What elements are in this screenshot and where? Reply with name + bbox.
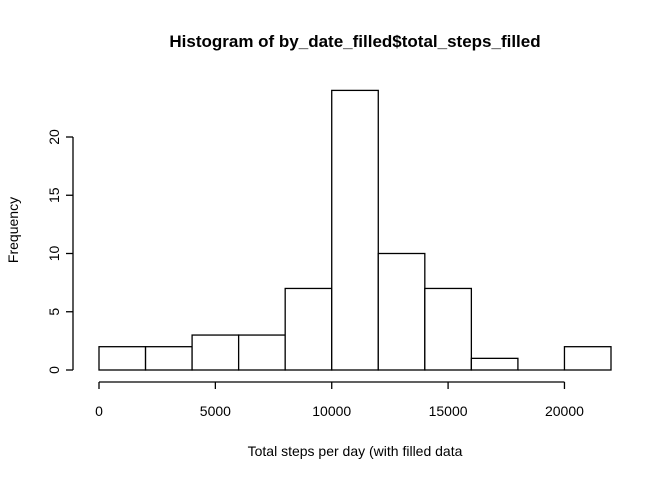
histogram-bar-3 — [237, 334, 286, 371]
x-axis-label: Total steps per day (with filled data — [248, 443, 463, 459]
histogram-bar-5 — [331, 89, 379, 371]
y-tick-label: 20 — [46, 129, 62, 145]
x-axis: 0 5000 10000 15000 20000 — [95, 381, 584, 419]
x-tick-label: 5000 — [200, 403, 231, 419]
histogram-bar-2 — [191, 334, 240, 371]
x-tick-label: 0 — [95, 403, 103, 419]
histogram-bar-8 — [470, 357, 519, 371]
x-tick-label: 20000 — [545, 403, 584, 419]
y-tick-label: 0 — [46, 366, 62, 374]
histogram-bar-4 — [284, 287, 333, 371]
histogram-bar-7 — [424, 287, 473, 371]
y-axis: 0 5 10 15 20 — [46, 129, 74, 374]
y-tick-label: 5 — [46, 308, 62, 316]
x-tick-label: 10000 — [312, 403, 351, 419]
y-tick-label: 10 — [46, 246, 62, 262]
y-axis-label: Frequency — [5, 197, 21, 263]
y-tick-label: 15 — [46, 187, 62, 203]
x-tick-label: 15000 — [429, 403, 468, 419]
chart-title: Histogram of by_date_filled$total_steps_… — [169, 32, 540, 51]
bars-group — [98, 89, 612, 371]
histogram-bar-0 — [98, 346, 147, 371]
histogram-bar-1 — [144, 346, 193, 371]
histogram-bar-6 — [377, 252, 426, 371]
histogram-bar-10 — [563, 346, 612, 371]
